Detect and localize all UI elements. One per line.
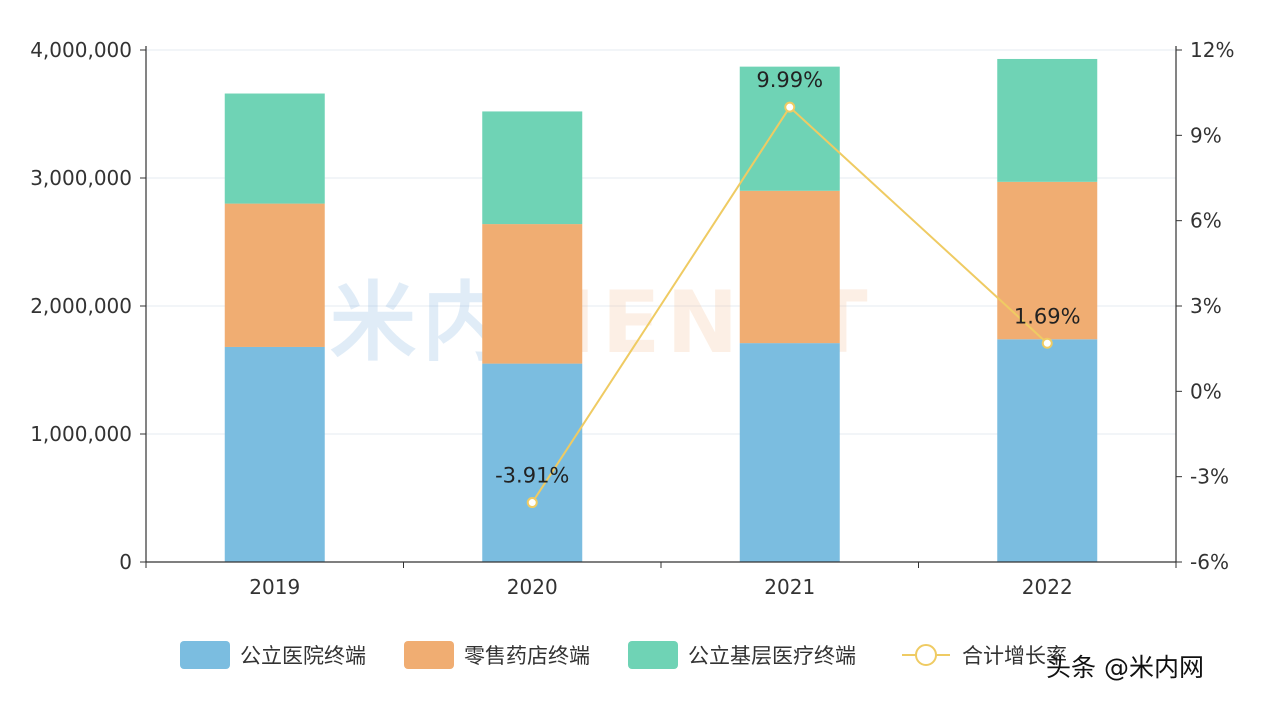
legend: 公立医院终端 零售药店终端 公立基层医疗终端 合计增长率 (180, 641, 1067, 669)
bar-segment-1 (482, 363, 583, 562)
x-tick-label: 2020 (507, 575, 558, 599)
y-right-tick-label: 0% (1190, 379, 1222, 403)
bar-segment-3 (997, 58, 1098, 182)
credit-text: 头条 @米内网 (1046, 653, 1204, 682)
y-right-tick-label: -6% (1190, 550, 1229, 574)
y-right-tick-label: 9% (1190, 123, 1222, 147)
y-left-tick-label: 3,000,000 (30, 166, 132, 190)
growth-point (526, 497, 538, 509)
x-tick-label: 2021 (764, 575, 815, 599)
y-left-tick-label: 4,000,000 (30, 38, 132, 62)
data-labels: -3.91% 9.99% 1.69% (495, 68, 1081, 487)
growth-point (784, 101, 796, 113)
legend-label-1: 公立医院终端 (240, 644, 366, 668)
bar-segment-2 (224, 203, 325, 347)
y-left-tick-label: 0 (119, 550, 132, 574)
y-right-tick-label: 12% (1190, 38, 1234, 62)
legend-label-4: 合计增长率 (962, 644, 1067, 668)
axes: 0 1,000,000 2,000,000 3,000,000 4,000,000 -6%… (30, 38, 1234, 599)
bar-series (224, 58, 1098, 562)
growth-line-series (526, 101, 1053, 509)
legend-swatch-2 (404, 641, 454, 669)
legend-label-3: 公立基层医疗终端 (688, 644, 856, 668)
bar-segment-3 (739, 66, 840, 191)
growth-data-label: 9.99% (756, 68, 823, 92)
bar-segment-1 (739, 343, 840, 562)
bar-segment-2 (739, 190, 840, 344)
y-right-tick-label: -3% (1190, 465, 1229, 489)
watermark-text-cn: 米内 (330, 273, 514, 373)
growth-data-label: 1.69% (1014, 304, 1081, 328)
bar-segment-1 (997, 339, 1098, 562)
legend-swatch-1 (180, 641, 230, 669)
legend-swatch-3 (628, 641, 678, 669)
y-left-tick-label: 1,000,000 (30, 422, 132, 446)
bar-segment-3 (482, 111, 583, 225)
y-right-tick-label: 6% (1190, 209, 1222, 233)
legend-label-2: 零售药店终端 (464, 644, 590, 668)
x-tick-label: 2019 (249, 575, 300, 599)
y-right-tick-label: 3% (1190, 294, 1222, 318)
legend-marker (915, 644, 937, 666)
bar-segment-2 (482, 224, 583, 364)
bar-segment-3 (224, 93, 325, 204)
bar-segment-1 (224, 346, 325, 562)
growth-point (1041, 337, 1053, 349)
growth-data-label: -3.91% (495, 464, 569, 488)
x-tick-label: 2022 (1022, 575, 1073, 599)
y-left-tick-label: 2,000,000 (30, 294, 132, 318)
